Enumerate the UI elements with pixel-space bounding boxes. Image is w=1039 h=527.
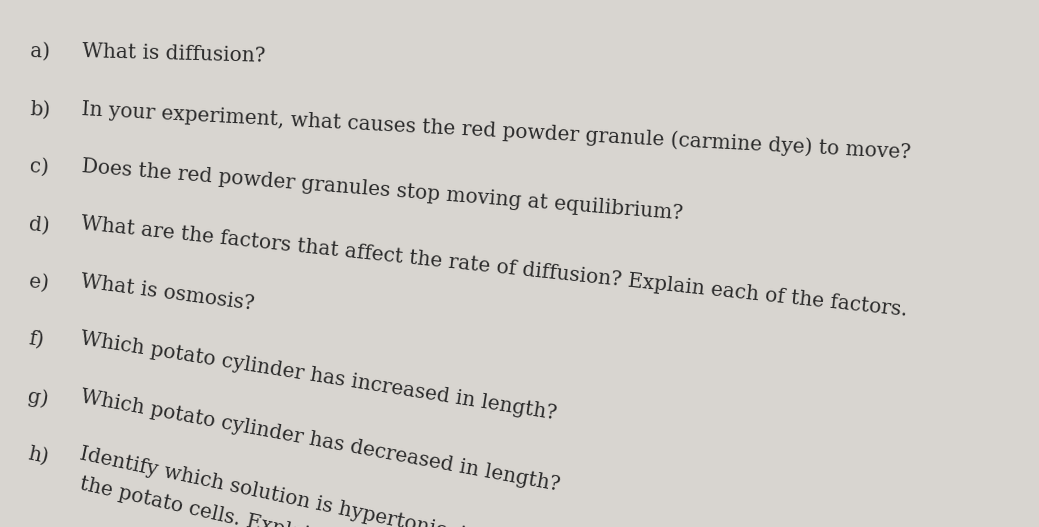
- Text: In your experiment, what causes the red powder granule (carmine dye) to move?: In your experiment, what causes the red …: [81, 100, 911, 163]
- Text: Identify which solution is hypertonic, isotonic and hypotonic to the solute conc: Identify which solution is hypertonic, i…: [78, 444, 989, 527]
- Text: What is diffusion?: What is diffusion?: [81, 42, 265, 66]
- Text: f): f): [27, 329, 45, 350]
- Text: What is osmosis?: What is osmosis?: [80, 272, 256, 314]
- Text: Which potato cylinder has increased in length?: Which potato cylinder has increased in l…: [79, 329, 558, 424]
- Text: h): h): [26, 444, 51, 467]
- Text: e): e): [27, 272, 50, 294]
- Text: g): g): [26, 387, 51, 410]
- Text: d): d): [28, 214, 51, 236]
- Text: b): b): [29, 100, 51, 120]
- Text: a): a): [29, 42, 50, 62]
- Text: What are the factors that affect the rate of diffusion? Explain each of the fact: What are the factors that affect the rat…: [80, 214, 908, 320]
- Text: c): c): [28, 157, 49, 178]
- Text: Which potato cylinder has decreased in length?: Which potato cylinder has decreased in l…: [79, 387, 561, 494]
- Text: the potato cells. Explain your answer.: the potato cells. Explain your answer.: [78, 474, 457, 527]
- Text: Does the red powder granules stop moving at equilibrium?: Does the red powder granules stop moving…: [80, 157, 683, 223]
